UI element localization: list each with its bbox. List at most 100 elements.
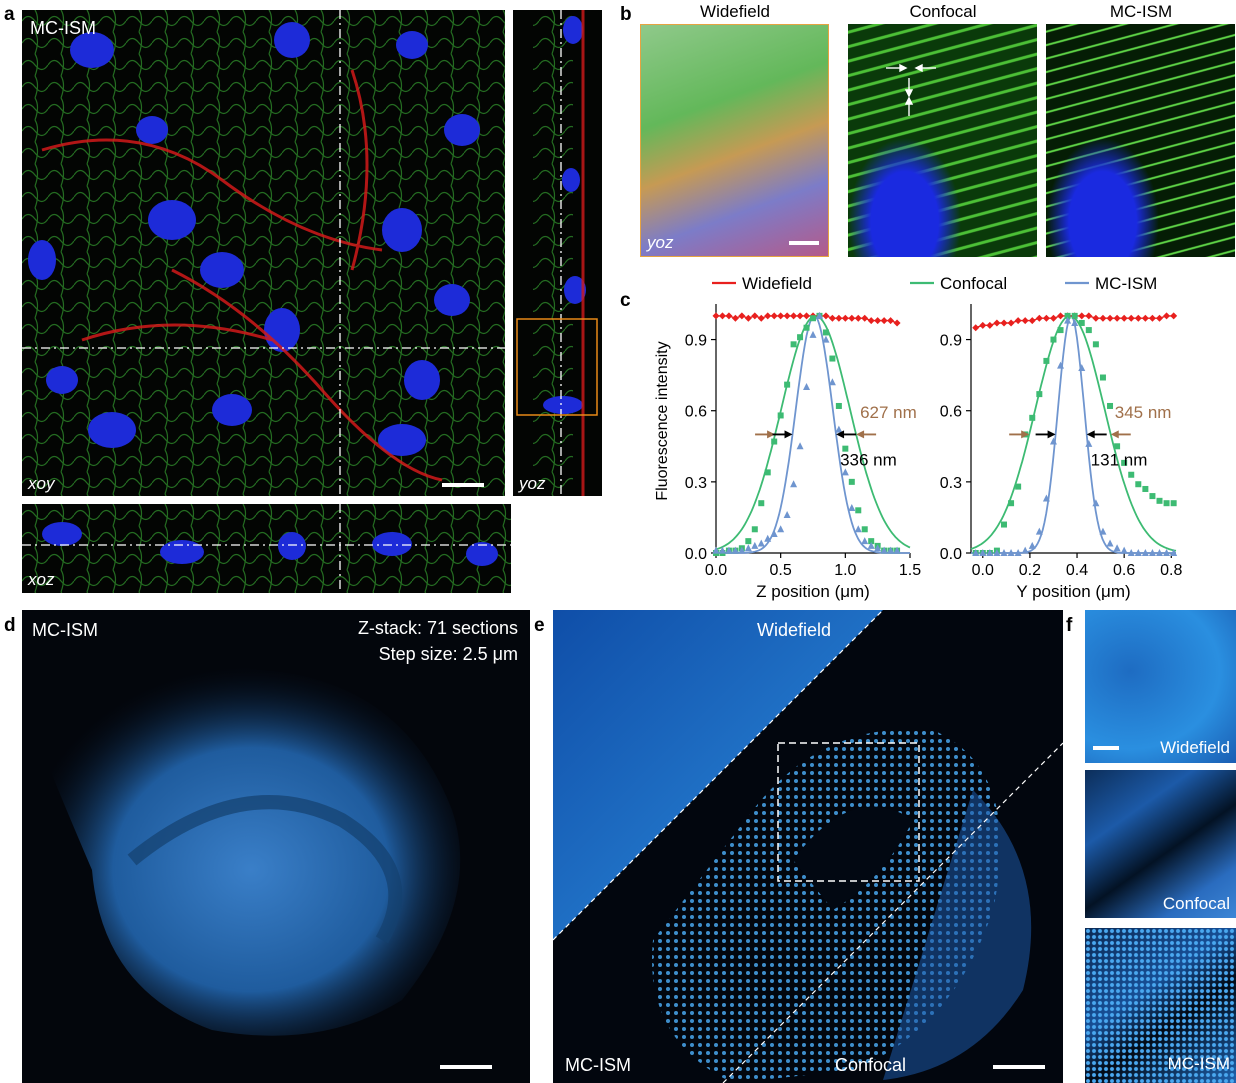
data-point-mcism bbox=[874, 544, 882, 552]
data-point-widefield bbox=[1057, 312, 1065, 320]
data-point-widefield bbox=[1170, 312, 1178, 320]
fwhm-arrow-confocal-head bbox=[856, 430, 865, 439]
membrane-group bbox=[41, 69, 443, 482]
legend-label: MC-ISM bbox=[1095, 274, 1157, 293]
data-point-mcism bbox=[1014, 549, 1022, 556]
data-point-widefield bbox=[861, 314, 869, 322]
b-confocal-image bbox=[848, 24, 1037, 257]
data-point-widefield bbox=[1156, 314, 1164, 322]
f-widefield-label: Widefield bbox=[1160, 738, 1230, 757]
nucleus bbox=[274, 22, 310, 58]
data-point-mcism bbox=[738, 546, 746, 554]
data-point-widefield bbox=[893, 319, 901, 327]
data-point-confocal bbox=[1107, 402, 1114, 409]
y-tick-label: 0.6 bbox=[685, 404, 707, 421]
xoy-label: xoy bbox=[28, 474, 55, 493]
data-point-mcism bbox=[880, 546, 888, 554]
data-point-confocal bbox=[1050, 336, 1057, 343]
nucleus bbox=[46, 366, 78, 394]
data-point-widefield bbox=[880, 317, 888, 325]
panel-label-e: e bbox=[534, 615, 545, 636]
panel-label-f: f bbox=[1066, 615, 1073, 636]
data-point-confocal bbox=[1121, 459, 1128, 466]
data-point-widefield bbox=[1099, 314, 1107, 322]
panel-label-d: d bbox=[4, 615, 16, 636]
data-point-widefield bbox=[1049, 314, 1057, 322]
y-tick-label: 0.3 bbox=[685, 475, 707, 492]
panel-label-c: c bbox=[620, 290, 631, 311]
data-point-confocal bbox=[1156, 497, 1163, 504]
data-point-mcism bbox=[1064, 316, 1072, 324]
data-point-mcism bbox=[725, 546, 733, 554]
data-point-mcism bbox=[887, 546, 895, 554]
data-point-confocal bbox=[868, 538, 875, 545]
x-tick-label: 0.6 bbox=[1113, 562, 1135, 579]
data-point-confocal bbox=[1043, 357, 1050, 364]
data-point-mcism bbox=[751, 541, 759, 549]
data-point-widefield bbox=[751, 312, 759, 320]
fit-curve-ism bbox=[716, 314, 910, 554]
data-point-widefield bbox=[1021, 317, 1029, 325]
yoz-image: yoz bbox=[513, 10, 602, 496]
data-point-mcism bbox=[1134, 549, 1142, 556]
data-point-confocal bbox=[1029, 414, 1036, 421]
e-roi-box bbox=[777, 742, 920, 882]
data-point-mcism bbox=[1127, 549, 1135, 556]
data-point-mcism bbox=[1120, 546, 1128, 554]
data-point-widefield bbox=[867, 317, 875, 325]
data-point-widefield bbox=[1106, 314, 1114, 322]
data-point-widefield bbox=[1028, 317, 1036, 325]
data-point-widefield bbox=[972, 324, 980, 332]
data-point-mcism bbox=[1170, 549, 1178, 556]
fwhm-label-mcism: 336 nm bbox=[840, 450, 897, 469]
data-point-mcism bbox=[993, 549, 1001, 556]
data-point-confocal bbox=[758, 500, 765, 507]
data-point-mcism bbox=[796, 442, 804, 450]
data-point-confocal bbox=[751, 526, 758, 533]
data-point-mcism bbox=[822, 335, 830, 343]
nucleus bbox=[28, 240, 56, 280]
data-point-widefield bbox=[828, 314, 836, 322]
data-point-confocal bbox=[861, 526, 868, 533]
data-point-mcism bbox=[744, 544, 752, 552]
data-point-widefield bbox=[848, 314, 856, 322]
panel-label-a: a bbox=[4, 4, 15, 25]
data-point-widefield bbox=[712, 312, 720, 320]
chart-svg: Widefield Confocal MC-ISM Fluorescence inte… bbox=[654, 274, 1183, 601]
data-point-mcism bbox=[1156, 549, 1164, 556]
nucleus bbox=[212, 394, 252, 426]
data-point-widefield bbox=[1163, 312, 1171, 320]
data-point-confocal bbox=[1114, 443, 1121, 450]
b-mcism-image bbox=[1046, 24, 1235, 257]
data-point-confocal bbox=[803, 324, 810, 331]
data-point-widefield bbox=[841, 314, 849, 322]
data-point-mcism bbox=[841, 468, 849, 476]
d-title: MC-ISM bbox=[32, 620, 98, 640]
x-tick-label: 0.8 bbox=[1160, 562, 1182, 579]
data-point-mcism bbox=[777, 525, 785, 533]
legend-label: Widefield bbox=[742, 274, 812, 293]
nucleus bbox=[264, 308, 300, 352]
data-point-mcism bbox=[1021, 546, 1029, 554]
data-point-mcism bbox=[1078, 364, 1086, 372]
data-point-confocal bbox=[835, 402, 842, 409]
data-point-confocal bbox=[1099, 374, 1106, 381]
panel-label-b: b bbox=[620, 4, 632, 25]
data-point-confocal bbox=[764, 469, 771, 476]
data-point-mcism bbox=[861, 537, 869, 545]
data-point-mcism bbox=[803, 383, 811, 390]
e-widefield-region bbox=[553, 610, 883, 940]
data-point-widefield bbox=[1042, 314, 1050, 322]
y-axis-label: Fluorescence intensity bbox=[654, 341, 671, 500]
data-point-mcism bbox=[1049, 437, 1057, 445]
fwhm-arrow-mcism-head bbox=[1047, 430, 1056, 439]
b-yoz-label: yoz bbox=[647, 233, 674, 252]
data-point-mcism bbox=[1113, 544, 1121, 552]
nucleus bbox=[382, 208, 422, 252]
fwhm-arrow-mcism-head bbox=[784, 430, 793, 439]
data-point-mcism bbox=[1099, 527, 1107, 535]
x-tick-label: 0.0 bbox=[705, 562, 727, 579]
data-point-confocal bbox=[784, 381, 791, 388]
data-point-mcism bbox=[783, 511, 791, 519]
data-point-mcism bbox=[1028, 541, 1036, 549]
